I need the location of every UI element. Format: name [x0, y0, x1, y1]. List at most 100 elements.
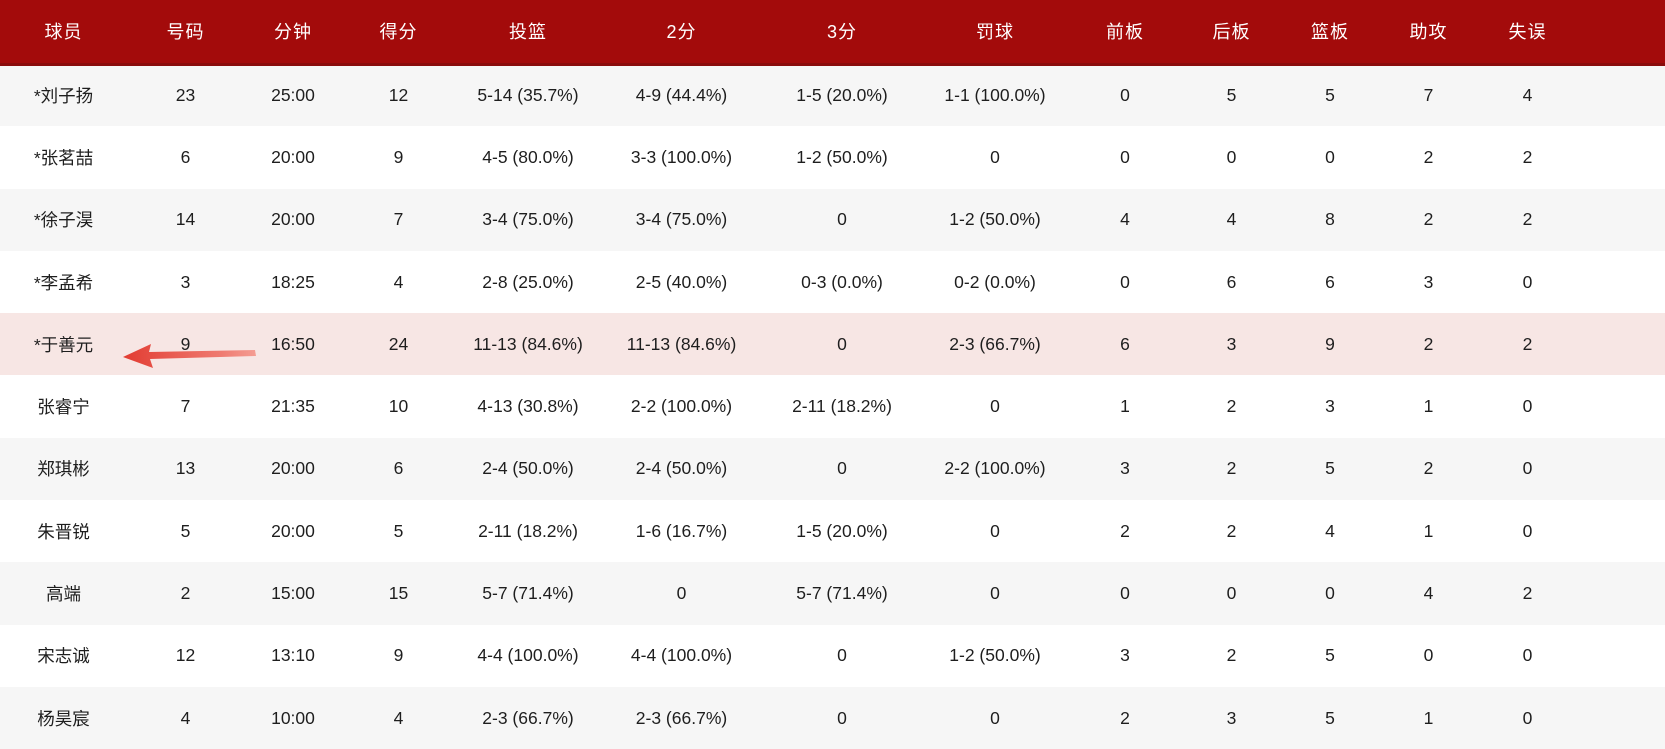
- cell-defensive_rebounds: 3: [1226, 707, 1237, 728]
- cell-assists: 2: [1423, 333, 1434, 354]
- cell-points: 9: [393, 645, 404, 666]
- table-body: *刘子扬 23 25:00 12 5-14 (35.7%) 4-9 (44.4%) 1-5 …: [0, 64, 1665, 749]
- cell-free_throws: 0: [990, 583, 1000, 604]
- cell-player: *于善元: [33, 334, 94, 355]
- cell-minutes: 20:00: [271, 458, 315, 479]
- cell-offensive_rebounds: 1: [1120, 396, 1130, 417]
- cell-player: 郑琪彬: [37, 459, 90, 480]
- column-header-filler: [1577, 0, 1665, 66]
- cell-number: 4: [180, 707, 191, 728]
- cell-rebounds: 0: [1325, 583, 1335, 604]
- cell-two_pointers: 4-4 (100.0%): [630, 645, 733, 666]
- cell-two_pointers: 11-13 (84.6%): [626, 333, 737, 354]
- cell-filler: [1577, 189, 1665, 251]
- cell-defensive_rebounds: 3: [1226, 333, 1237, 354]
- cell-three_pointers: 0: [837, 209, 847, 230]
- column-header-minutes: 分钟: [244, 0, 342, 66]
- cell-free_throws: 0: [990, 146, 1000, 167]
- cell-minutes: 15:00: [271, 583, 315, 604]
- column-header-number: 号码: [127, 0, 244, 66]
- cell-free_throws: 1-1 (100.0%): [944, 85, 1046, 106]
- cell-turnovers: 4: [1522, 85, 1533, 106]
- cell-three_pointers: 5-7 (71.4%): [796, 583, 888, 604]
- cell-defensive_rebounds: 0: [1226, 583, 1237, 604]
- cell-two_pointers: 1-6 (16.7%): [635, 520, 728, 541]
- cell-rebounds: 4: [1325, 520, 1335, 541]
- cell-assists: 2: [1423, 458, 1434, 479]
- table-row: 宋志诚 12 13:10 9 4-4 (100.0%) 4-4 (100.0%) 0 1-2 …: [0, 624, 1665, 687]
- cell-points: 24: [388, 333, 409, 354]
- column-header-rebounds: 篮板: [1281, 0, 1379, 66]
- cell-turnovers: 2: [1522, 583, 1533, 604]
- cell-filler: [1577, 562, 1665, 624]
- cell-player: *李孟希: [33, 272, 94, 293]
- cell-number: 5: [180, 520, 191, 541]
- cell-two_pointers: 3-4 (75.0%): [635, 209, 728, 230]
- cell-three_pointers: 0: [837, 333, 847, 354]
- cell-points: 9: [393, 146, 404, 167]
- cell-two_pointers: 2-3 (66.7%): [635, 707, 728, 728]
- table-row: 朱晋锐 5 20:00 5 2-11 (18.2%) 1-6 (16.7%) 1-5 (20…: [0, 500, 1665, 563]
- cell-three_pointers: 0: [837, 707, 847, 728]
- cell-rebounds: 5: [1325, 645, 1335, 666]
- cell-turnovers: 0: [1522, 271, 1533, 292]
- cell-offensive_rebounds: 6: [1120, 333, 1130, 354]
- cell-defensive_rebounds: 2: [1226, 396, 1237, 417]
- cell-turnovers: 0: [1522, 520, 1533, 541]
- cell-number: 14: [175, 209, 196, 230]
- column-header-two_pointers: 2分: [601, 0, 762, 66]
- cell-filler: [1577, 687, 1665, 749]
- cell-defensive_rebounds: 2: [1226, 520, 1237, 541]
- table-row: *张茗喆 6 20:00 9 4-5 (80.0%) 3-3 (100.0%) 1-2 (5…: [0, 126, 1665, 189]
- cell-number: 23: [175, 85, 196, 106]
- cell-field_goals: 3-4 (75.0%): [482, 209, 574, 230]
- cell-minutes: 20:00: [271, 520, 315, 541]
- cell-assists: 4: [1423, 583, 1434, 604]
- table-row: 郑琪彬 13 20:00 6 2-4 (50.0%) 2-4 (50.0%) 0 2-2 (1…: [0, 437, 1665, 501]
- cell-turnovers: 0: [1522, 396, 1533, 417]
- column-header-player: 球员: [0, 0, 127, 66]
- column-header-turnovers: 失误: [1478, 0, 1577, 66]
- table-row: 高端 2 15:00 15 5-7 (71.4%) 0 5-7 (71.4%) 0 0 0 0 4 2: [0, 562, 1665, 625]
- cell-turnovers: 0: [1522, 707, 1533, 728]
- cell-number: 9: [180, 333, 191, 354]
- cell-assists: 1: [1423, 520, 1434, 541]
- cell-filler: [1577, 375, 1665, 437]
- table-row: 杨昊宸 4 10:00 4 2-3 (66.7%) 2-3 (66.7%) 0 0 2 3 5 1 0: [0, 686, 1665, 749]
- cell-offensive_rebounds: 0: [1120, 146, 1130, 167]
- cell-points: 5: [393, 520, 404, 541]
- column-header-three_pointers: 3分: [762, 0, 922, 66]
- cell-two_pointers: 4-9 (44.4%): [635, 85, 728, 106]
- cell-player: 朱晋锐: [37, 521, 90, 542]
- cell-minutes: 20:00: [271, 209, 315, 230]
- cell-free_throws: 2-3 (66.7%): [949, 333, 1041, 354]
- cell-player: *张茗喆: [33, 147, 94, 168]
- cell-turnovers: 0: [1522, 645, 1533, 666]
- cell-filler: [1577, 251, 1665, 313]
- cell-field_goals: 4-13 (30.8%): [477, 396, 579, 417]
- cell-number: 12: [175, 645, 196, 666]
- table-row: 张睿宁 7 21:35 10 4-13 (30.8%) 2-2 (100.0%) 2-11 …: [0, 375, 1665, 438]
- cell-filler: [1577, 64, 1665, 126]
- cell-defensive_rebounds: 4: [1226, 209, 1237, 230]
- cell-field_goals: 2-3 (66.7%): [482, 707, 574, 728]
- cell-minutes: 10:00: [271, 707, 315, 728]
- cell-defensive_rebounds: 6: [1226, 271, 1237, 292]
- cell-number: 7: [180, 396, 191, 417]
- table-header-row: 球员 号码 分钟 得分 投篮 2分 3分 罚球 前板 后板 篮板 助攻 失误: [0, 0, 1665, 66]
- cell-two_pointers: 2-4 (50.0%): [635, 458, 728, 479]
- cell-assists: 0: [1423, 645, 1434, 666]
- column-header-offensive_rebounds: 前板: [1068, 0, 1182, 66]
- column-header-free_throws: 罚球: [922, 0, 1068, 66]
- cell-minutes: 16:50: [271, 333, 315, 354]
- cell-player: *刘子扬: [33, 86, 94, 107]
- cell-player: 杨昊宸: [37, 708, 90, 729]
- cell-turnovers: 2: [1522, 209, 1533, 230]
- cell-assists: 2: [1423, 146, 1434, 167]
- cell-player: 宋志诚: [37, 646, 90, 667]
- cell-points: 7: [393, 209, 404, 230]
- cell-three_pointers: 2-11 (18.2%): [792, 396, 892, 417]
- cell-defensive_rebounds: 5: [1226, 85, 1237, 106]
